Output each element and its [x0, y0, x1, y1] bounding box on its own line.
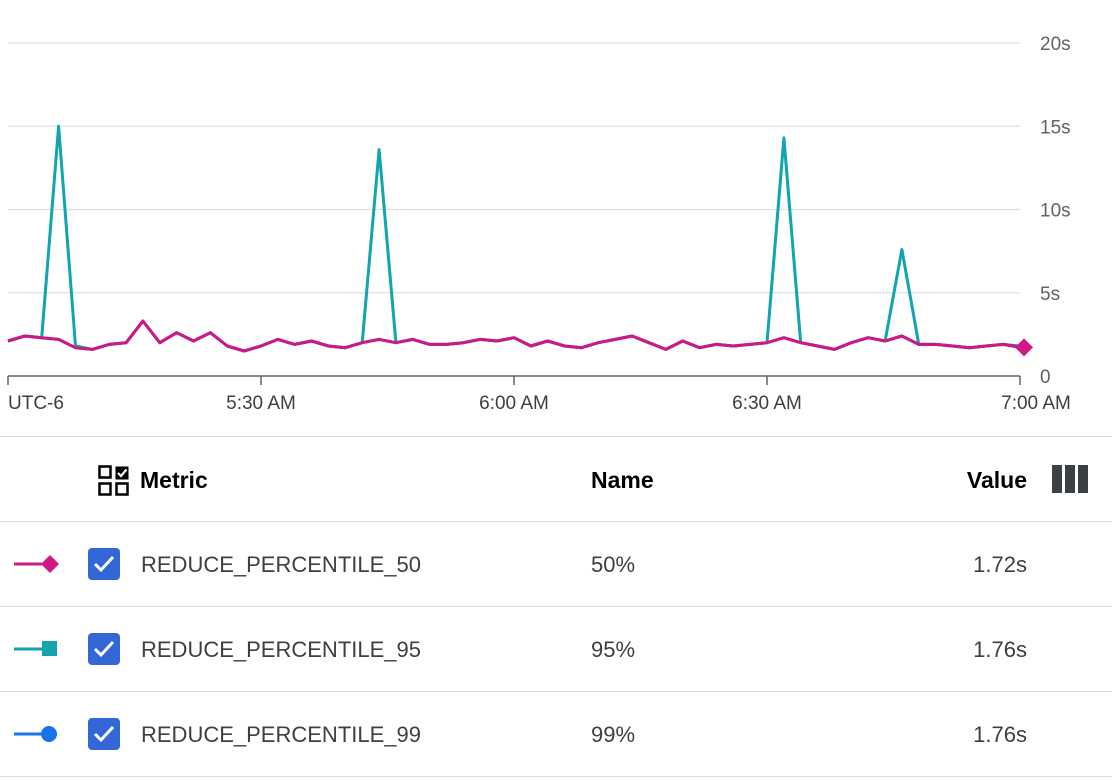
y-tick-label: 20s: [1040, 34, 1071, 55]
series-checkbox[interactable]: [88, 718, 120, 750]
metric-cell: REDUCE_PERCENTILE_99: [141, 722, 421, 747]
table-header: Metric Name Value: [0, 436, 1112, 522]
legend-marker-diamond: [14, 555, 59, 573]
legend-table: Metric Name Value REDUCE_PERCENTILE_50 5…: [0, 436, 1112, 777]
x-tick-label: 5:30 AM: [226, 393, 296, 414]
series-line: [7, 319, 1021, 353]
metric-column-header[interactable]: Metric: [140, 467, 208, 493]
metric-cell: REDUCE_PERCENTILE_95: [141, 637, 421, 662]
y-tick-label: 5s: [1040, 284, 1060, 305]
name-cell: 99%: [591, 722, 636, 747]
series-line: [7, 124, 1021, 353]
legend-marker-square: [14, 641, 57, 656]
table-row: REDUCE_PERCENTILE_95 95% 1.76s: [0, 607, 1112, 692]
name-column-header[interactable]: Name: [591, 467, 654, 493]
timezone-label: UTC-6: [8, 393, 64, 414]
name-cell: 95%: [591, 637, 636, 662]
metric-cell: REDUCE_PERCENTILE_50: [141, 552, 421, 577]
series-line: [7, 319, 1021, 353]
diamond-marker: [1015, 338, 1033, 357]
series-checkbox[interactable]: [88, 633, 120, 665]
legend-marker-circle: [14, 726, 57, 742]
y-tick-label: 15s: [1040, 117, 1071, 138]
value-column-header[interactable]: Value: [966, 467, 1027, 493]
select-metrics-icon[interactable]: [98, 465, 130, 497]
table-row: REDUCE_PERCENTILE_50 50% 1.72s: [0, 522, 1112, 607]
y-tick-label: 0: [1040, 367, 1051, 388]
y-axis: 20s 15s 10s 5s 0: [1040, 34, 1071, 388]
x-tick-label: 6:00 AM: [479, 393, 549, 414]
time-series-chart[interactable]: 20s 15s 10s 5s 0 UTC-6 5:30 AM 6:00 AM 6:30 AM 7…: [0, 0, 1112, 420]
value-cell: 1.76s: [973, 722, 1027, 747]
x-tick-label: 6:30 AM: [732, 393, 802, 414]
name-cell: 50%: [591, 552, 636, 577]
y-tick-label: 10s: [1040, 201, 1071, 222]
value-cell: 1.76s: [973, 637, 1027, 662]
series-checkbox[interactable]: [88, 548, 120, 580]
value-cell: 1.72s: [973, 552, 1027, 577]
gridlines: [8, 42, 1020, 294]
series-layer: [7, 124, 1021, 353]
series-end-marker: [1015, 338, 1033, 357]
column-settings-icon[interactable]: [1052, 465, 1088, 493]
table-row: REDUCE_PERCENTILE_99 99% 1.76s: [0, 692, 1112, 777]
x-tick-label: 7:00 AM: [1001, 393, 1071, 414]
x-axis: UTC-6 5:30 AM 6:00 AM 6:30 AM 7:00 AM: [7, 375, 1071, 414]
